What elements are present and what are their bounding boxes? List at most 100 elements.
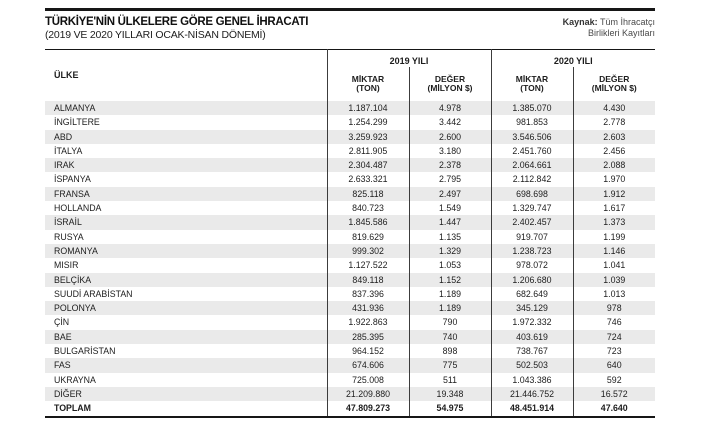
value-cell: 431.936 (326, 301, 409, 316)
table-row-total: TOPLAM 47.809.273 54.975 48.451.914 47.640 (45, 401, 655, 417)
table-row: DİĞER 21.209.880 19.348 21.446.752 16.572 (45, 386, 655, 402)
country-cell: İTALYA (54, 145, 83, 156)
value-cell: 1.053 (408, 258, 491, 273)
value-cell: 724 (572, 329, 655, 345)
value-cell: 1.039 (572, 272, 655, 287)
country-cell: TOPLAM (54, 403, 91, 414)
value-cell: 3.546.506 (490, 129, 573, 144)
value-cell: 919.707 (490, 229, 573, 244)
country-cell: ABD (54, 131, 73, 142)
sub-header-line1: DEĞER (599, 73, 630, 84)
table-row: ABD 3.259.923 2.600 3.546.506 2.603 (45, 129, 655, 144)
value-cell: 502.503 (490, 358, 573, 373)
column-header-country: ÜLKE (54, 70, 79, 80)
table-row: İSRAİL 1.845.586 1.447 2.402.457 1.373 (45, 215, 655, 230)
country-cell: MISIR (54, 260, 79, 271)
value-cell: 740 (408, 329, 491, 345)
page-title: TÜRKİYE'NİN ÜLKELERE GÖRE GENEL İHRACATI (45, 16, 309, 28)
value-cell: 1.238.723 (490, 243, 573, 259)
value-cell: 1.385.070 (490, 101, 573, 116)
table-row: UKRAYNA 725.008 511 1.043.386 592 (45, 372, 655, 387)
table-body: ALMANYA 1.187.104 4.978 1.385.070 4.430 İNGİL… (45, 101, 655, 417)
value-cell: 1.187.104 (326, 101, 409, 116)
source-line2: Birlikleri Kayıtları (587, 28, 655, 38)
title-block: TÜRKİYE'NİN ÜLKELERE GÖRE GENEL İHRACATI… (45, 16, 308, 41)
source-label: Kaynak: (562, 17, 598, 27)
value-cell: 640 (572, 358, 655, 373)
value-cell: 981.853 (490, 115, 573, 130)
value-cell: 849.118 (326, 272, 409, 287)
masthead: TÜRKİYE'NİN ÜLKELERE GÖRE GENEL İHRACATI… (45, 8, 655, 49)
value-cell: 3.442 (408, 115, 491, 130)
table-row: FAS 674.606 775 502.503 640 (45, 358, 655, 373)
value-cell: 403.619 (490, 329, 573, 345)
value-cell: 21.446.752 (490, 386, 573, 402)
value-cell: 1.922.863 (326, 315, 409, 330)
column-group-2019: 2019 YILI (326, 49, 491, 67)
column-header-value-2019: DEĞER (MİLYON $) (408, 67, 491, 101)
country-cell: SUUDİ ARABİSTAN (54, 288, 133, 299)
value-cell: 1.972.332 (490, 315, 573, 330)
column-header-amount-2019: MİKTAR (TON) (326, 67, 409, 101)
sub-header-line1: MİKTAR (515, 73, 549, 84)
table-row: MISIR 1.127.522 1.053 978.072 1.041 (45, 258, 655, 273)
value-cell: 19.348 (408, 386, 491, 402)
sub-header-line2: (MİLYON $) (427, 83, 473, 93)
value-cell: 1.189 (408, 286, 491, 302)
country-cell: RUSYA (54, 231, 84, 242)
sub-header-line1: MİKTAR (351, 73, 385, 84)
value-cell: 1.970 (572, 172, 655, 187)
value-cell: 1.013 (572, 286, 655, 302)
country-cell: POLONYA (54, 303, 96, 314)
table-row: ALMANYA 1.187.104 4.978 1.385.070 4.430 (45, 101, 655, 116)
value-cell: 775 (408, 358, 491, 373)
sub-header-line2: (TON) (356, 83, 380, 93)
table-row: HOLLANDA 840.723 1.549 1.329.747 1.617 (45, 201, 655, 216)
value-cell: 3.180 (408, 143, 491, 159)
country-cell: İNGİLTERE (54, 117, 100, 128)
value-cell: 1.617 (572, 201, 655, 216)
value-cell: 2.088 (572, 158, 655, 173)
value-cell: 2.112.842 (490, 172, 573, 187)
table-row: RUSYA 819.629 1.135 919.707 1.199 (45, 229, 655, 244)
value-cell: 2.778 (572, 115, 655, 130)
table-row: İSPANYA 2.633.321 2.795 2.112.842 1.970 (45, 172, 655, 187)
value-cell: 723 (572, 344, 655, 359)
value-cell: 1.206.680 (490, 272, 573, 287)
country-cell: DİĞER (54, 388, 82, 399)
table-row: IRAK 2.304.487 2.378 2.064.661 2.088 (45, 158, 655, 173)
value-cell: 2.304.487 (326, 158, 409, 173)
value-cell: 4.430 (572, 101, 655, 116)
value-cell: 1.189 (408, 301, 491, 316)
table-row: İNGİLTERE 1.254.299 3.442 981.853 2.778 (45, 115, 655, 130)
value-cell: 47.640 (572, 401, 655, 417)
country-cell: BELÇİKA (54, 274, 92, 285)
value-cell: 3.259.923 (326, 129, 409, 144)
value-cell: 2.378 (408, 158, 491, 173)
value-cell: 746 (572, 315, 655, 330)
value-cell: 978 (572, 301, 655, 316)
column-header-amount-2020: MİKTAR (TON) (490, 67, 573, 101)
value-cell: 2.811.905 (326, 143, 409, 159)
sub-header-row: MİKTAR (TON) DEĞER (MİLYON $) MİKTAR (TO… (45, 67, 655, 101)
value-cell: 1.329.747 (490, 201, 573, 216)
value-cell: 2.603 (572, 129, 655, 144)
country-cell: BAE (54, 331, 72, 342)
table-row: FRANSA 825.118 2.497 698.698 1.912 (45, 186, 655, 202)
value-cell: 1.912 (572, 186, 655, 202)
value-cell: 978.072 (490, 258, 573, 273)
country-cell: İSRAİL (54, 217, 82, 228)
source-line1: Tüm İhracatçı (597, 17, 655, 27)
value-cell: 2.497 (408, 186, 491, 202)
value-cell: 698.698 (490, 186, 573, 202)
infographic: TÜRKİYE'NİN ÜLKELERE GÖRE GENEL İHRACATI… (45, 8, 655, 418)
value-cell: 1.447 (408, 215, 491, 230)
value-cell: 2.064.661 (490, 158, 573, 173)
value-cell: 1.152 (408, 272, 491, 287)
value-cell: 511 (408, 372, 491, 387)
value-cell: 1.041 (572, 258, 655, 273)
value-cell: 1.135 (408, 229, 491, 244)
table-row: ÇİN 1.922.863 790 1.972.332 746 (45, 315, 655, 330)
value-cell: 1.845.586 (326, 215, 409, 230)
value-cell: 2.402.457 (490, 215, 573, 230)
